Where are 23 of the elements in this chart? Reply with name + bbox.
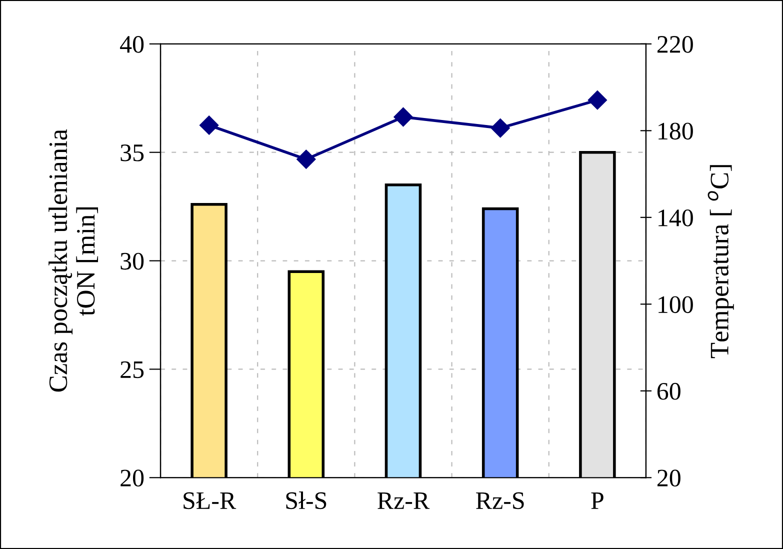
y2-tick-label: 140 [658,209,693,226]
point [296,150,316,169]
y-tick-label: 35 [120,144,144,162]
y2-tick-label: 100 [658,296,693,314]
x-tick-label: P [591,492,604,509]
point [394,107,413,127]
x-tick-label: Rz-S [476,492,524,510]
y2-axis-title: Temperatura [ $^{o}$C] [708,165,734,358]
y-tick-label: 30 [120,252,144,270]
y-tick-label: 25 [120,361,144,378]
x-tick-label: Sł-S [286,492,326,510]
y2-tick-label: 180 [658,122,693,140]
point [200,116,219,135]
y2-tick-label: 60 [657,382,680,400]
x-tick-label: SŁ-R [184,492,236,510]
point [490,118,510,138]
y-axis-title: Czas początku utleniania tON [min] [48,129,98,392]
x-tick-label: Rz-R [378,492,430,509]
y2-tick-label: 220 [657,36,693,53]
y-tick-label: 40 [120,36,144,53]
point [588,90,607,110]
y2-tick-label: 20 [657,470,680,487]
y-tick-label: 20 [120,470,144,487]
